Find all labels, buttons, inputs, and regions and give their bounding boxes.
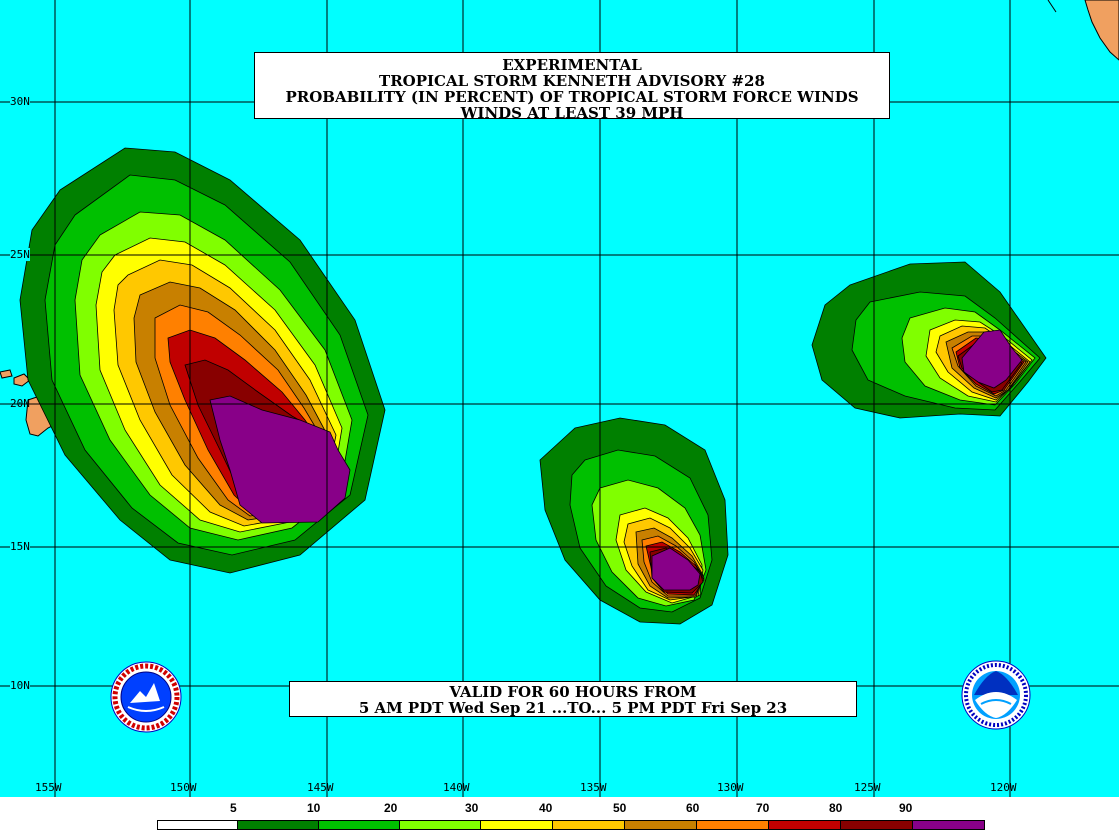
swath-east <box>811 261 1047 419</box>
probability-map <box>0 0 1119 797</box>
legend-swatch-7 <box>696 820 769 830</box>
title-box: EXPERIMENTAL TROPICAL STORM KENNETH ADVI… <box>254 52 890 122</box>
lat-label-20n: 20N <box>10 397 30 410</box>
title-line-2: TROPICAL STORM KENNETH ADVISORY #28 <box>379 72 765 90</box>
legend-swatch-5 <box>552 820 625 830</box>
title-line-3: PROBABILITY (IN PERCENT) OF TROPICAL STO… <box>285 88 859 106</box>
lat-label-30n: 30N <box>10 95 30 108</box>
land-hawaii-maui <box>13 373 31 387</box>
legend-labels: 5 10 20 30 40 50 60 70 80 90 <box>0 801 1119 817</box>
legend-swatch-2 <box>318 820 400 830</box>
land-coast-line <box>1047 0 1057 13</box>
lon-label-140w: 140W <box>443 781 470 794</box>
legend-label-90: 90 <box>899 801 913 815</box>
land-hawaii-molokai <box>0 369 13 379</box>
legend-swatch-6 <box>624 820 697 830</box>
lon-label-130w: 130W <box>717 781 744 794</box>
lon-label-125w: 125W <box>854 781 881 794</box>
legend-swatch-1 <box>237 820 319 830</box>
legend-label-50: 50 <box>613 801 627 815</box>
swath-middle <box>539 417 729 625</box>
legend-label-60: 60 <box>686 801 700 815</box>
lon-label-135w: 135W <box>580 781 607 794</box>
lon-label-155w: 155W <box>35 781 62 794</box>
valid-line-1: VALID FOR 60 HOURS FROM <box>449 683 697 701</box>
lon-label-150w: 150W <box>170 781 197 794</box>
noaa-logo-icon <box>961 660 1031 730</box>
valid-line-2: 5 AM PDT Wed Sep 21 ...TO... 5 PM PDT Fr… <box>358 699 788 717</box>
legend-swatch-3 <box>399 820 481 830</box>
legend-swatch-9 <box>840 820 913 830</box>
legend-swatch-4 <box>480 820 553 830</box>
lat-label-15n: 15N <box>10 540 30 553</box>
legend-label-30: 30 <box>465 801 479 815</box>
nws-logo-icon <box>110 661 182 733</box>
title-line-4: WINDS AT LEAST 39 MPH <box>460 104 684 122</box>
lat-label-10n: 10N <box>10 679 30 692</box>
legend-label-20: 20 <box>384 801 398 815</box>
valid-period-box: VALID FOR 60 HOURS FROM 5 AM PDT Wed Sep… <box>289 681 857 717</box>
swath-west <box>19 147 386 574</box>
legend-swatch-0 <box>157 820 238 830</box>
legend-label-10: 10 <box>307 801 321 815</box>
legend-swatch-10 <box>912 820 985 830</box>
legend-label-40: 40 <box>539 801 553 815</box>
legend-label-70: 70 <box>756 801 770 815</box>
legend-label-80: 80 <box>829 801 843 815</box>
legend-swatch-8 <box>768 820 841 830</box>
lon-label-120w: 120W <box>990 781 1017 794</box>
lon-label-145w: 145W <box>307 781 334 794</box>
land-north-america <box>1084 0 1119 61</box>
legend-label-5: 5 <box>230 801 237 815</box>
lat-label-25n: 25N <box>10 248 30 261</box>
title-line-1: EXPERIMENTAL <box>502 56 642 74</box>
